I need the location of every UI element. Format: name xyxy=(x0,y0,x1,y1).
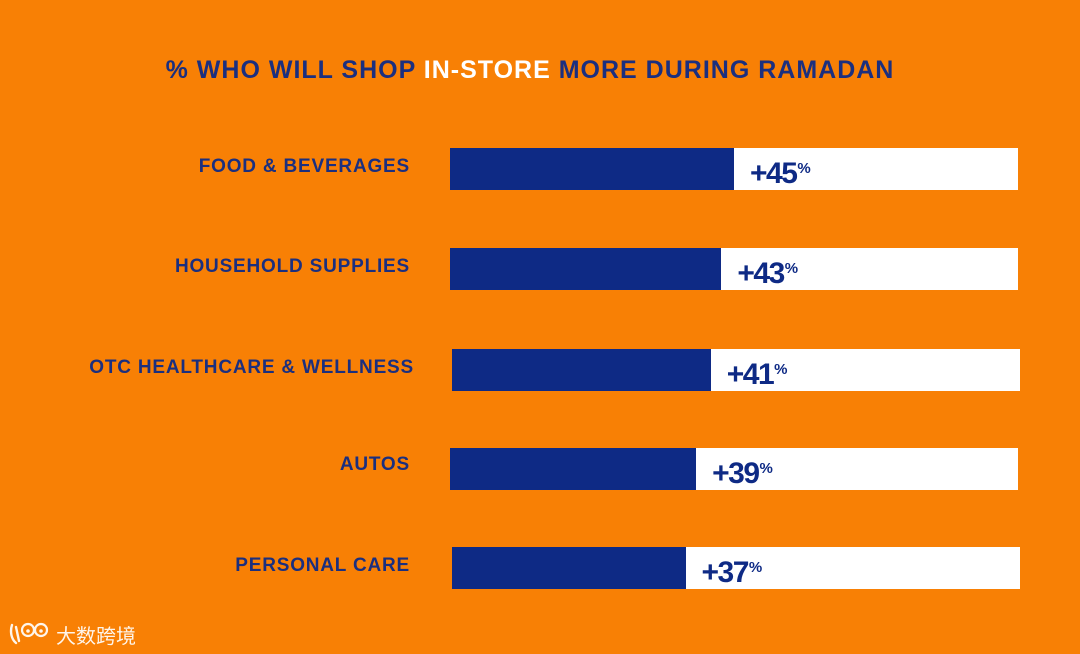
percent-sign: % xyxy=(748,559,763,576)
title-part-3: MORE DURING RAMADAN xyxy=(550,56,895,84)
category-label: AUTOS xyxy=(339,454,410,475)
data-label: +39% xyxy=(712,457,773,490)
bar xyxy=(450,448,697,490)
bar-track: +37% xyxy=(452,547,1020,589)
bar-track: +43% xyxy=(450,248,1018,290)
bar xyxy=(452,547,686,589)
title-highlight: IN-STORE xyxy=(423,56,551,84)
category-label: PERSONAL CARE xyxy=(235,555,410,576)
cartoon-face-logo-icon xyxy=(9,622,49,645)
chart-title: % WHO WILL SHOP IN-STORE MORE DURING RAM… xyxy=(0,56,1060,85)
title-part-1: % WHO WILL SHOP xyxy=(165,56,424,84)
data-label: +43% xyxy=(737,257,799,290)
percent-sign: % xyxy=(784,260,799,277)
bar-track: +41% xyxy=(452,349,1020,391)
data-label: +37% xyxy=(701,556,763,589)
bar xyxy=(450,248,722,290)
watermark-text: 大数跨境 xyxy=(56,625,136,648)
category-label: HOUSEHOLD SUPPLIES xyxy=(174,256,410,277)
data-label: +45% xyxy=(750,157,811,190)
bar-track: +39% xyxy=(450,448,1018,490)
watermark: 大数跨境 xyxy=(8,620,136,648)
data-label: +41% xyxy=(726,358,788,391)
bar xyxy=(452,349,711,391)
percent-sign: % xyxy=(759,460,773,477)
category-label: OTC HEALTHCARE & WELLNESS xyxy=(89,357,414,378)
percent-sign: % xyxy=(774,361,788,378)
percent-sign: % xyxy=(797,160,811,177)
category-label: FOOD & BEVERAGES xyxy=(198,156,410,177)
bar-track: +45% xyxy=(450,148,1018,190)
bar xyxy=(450,148,734,190)
